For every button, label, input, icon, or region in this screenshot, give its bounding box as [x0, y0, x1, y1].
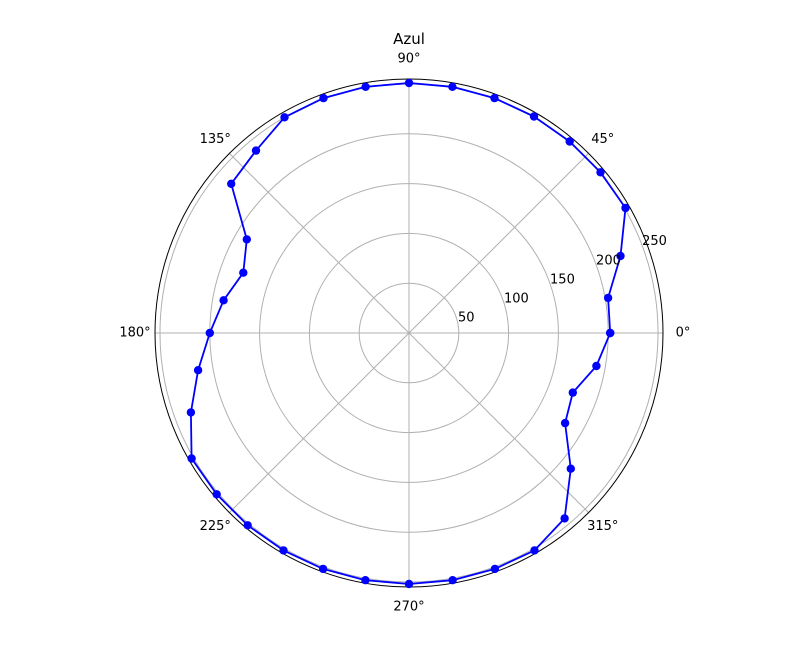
data-point [319, 93, 328, 103]
theta-tick-label: 45° [591, 132, 614, 147]
data-point [560, 418, 570, 428]
data-point [565, 137, 574, 146]
data-point [318, 564, 328, 574]
data-point [187, 454, 196, 463]
data-point [566, 464, 575, 473]
r-tick-label: 100 [504, 291, 529, 306]
data-point [404, 579, 414, 589]
data-point [361, 576, 370, 585]
r-tick-label: 50 [458, 310, 475, 325]
data-point [560, 514, 569, 523]
data-point [212, 490, 221, 499]
data-point [606, 328, 615, 338]
r-tick-label: 250 [642, 234, 667, 249]
data-point [219, 296, 228, 305]
theta-tick-label: 90° [397, 52, 420, 67]
data-series [186, 78, 630, 589]
data-point [603, 293, 613, 303]
data-point [193, 366, 203, 375]
data-point [621, 203, 630, 213]
data-point [530, 546, 539, 555]
theta-tick-label: 180° [119, 326, 150, 341]
data-point [490, 93, 499, 103]
tick-labels: 0° 45° 90° 135° 180° 225° 270° 315° 50 100 150 200 2… [119, 52, 690, 615]
data-point [568, 388, 577, 397]
r-tick-label: 150 [550, 272, 575, 287]
data-point [280, 113, 289, 122]
data-point [227, 179, 236, 188]
data-point [239, 268, 248, 277]
theta-grid-line [408, 153, 589, 334]
data-point [251, 146, 261, 155]
theta-tick-label: 225° [200, 519, 231, 534]
data-point [529, 112, 539, 121]
data-point [404, 78, 414, 88]
data-point [242, 235, 251, 244]
data-point [361, 82, 370, 92]
data-point [448, 82, 457, 92]
polar-grid [154, 78, 664, 588]
data-point [205, 328, 214, 338]
chart-title: Azul [393, 30, 425, 48]
theta-tick-label: 0° [676, 326, 691, 341]
theta-tick-label: 315° [587, 519, 618, 534]
data-point [279, 546, 288, 555]
r-tick-label: 200 [596, 253, 621, 268]
data-point [448, 576, 457, 585]
data-point [592, 361, 601, 371]
data-point [186, 408, 196, 417]
theta-grid-line [229, 332, 410, 513]
data-point [243, 521, 252, 530]
theta-grid-line [229, 153, 410, 334]
data-point [616, 251, 625, 261]
theta-tick-label: 135° [200, 132, 231, 147]
data-point [490, 564, 500, 574]
theta-grid-line [408, 332, 589, 513]
data-point [596, 168, 605, 177]
theta-tick-label: 270° [393, 600, 424, 615]
